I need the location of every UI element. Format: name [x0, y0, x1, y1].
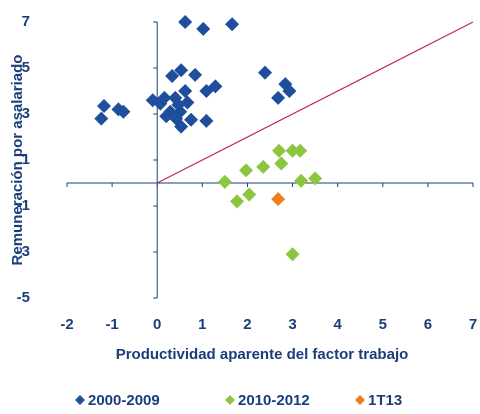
point [178, 84, 193, 98]
point [217, 174, 232, 189]
point [159, 109, 174, 124]
x-tick-label: 5 [379, 316, 387, 333]
point [271, 90, 286, 105]
legend-marker [225, 395, 235, 405]
x-tick-label: 0 [153, 316, 161, 333]
point [174, 119, 189, 134]
x-tick-label: 2 [243, 316, 251, 333]
y-tick-label: 7 [22, 13, 30, 30]
legend-marker [355, 395, 365, 405]
x-tick-label: 4 [333, 316, 342, 333]
x-tick-label: 3 [288, 316, 296, 333]
point [225, 17, 240, 32]
point [272, 143, 287, 158]
point [184, 112, 199, 127]
y-tick-label: -3 [17, 243, 30, 260]
point [188, 67, 203, 82]
point [178, 15, 193, 29]
point [96, 98, 111, 113]
point [196, 21, 211, 36]
point [116, 104, 131, 119]
legend-label: 1T13 [368, 392, 402, 409]
point [174, 63, 189, 78]
point [230, 194, 245, 209]
point [242, 187, 257, 202]
point [239, 163, 254, 178]
y-tick-label: -1 [17, 197, 30, 214]
y-tick-label: 1 [22, 151, 30, 168]
point [256, 159, 271, 174]
point [165, 69, 180, 84]
point [145, 93, 160, 108]
x-tick-label: -2 [60, 316, 73, 333]
x-tick-label: 7 [469, 316, 477, 333]
legend-marker [75, 395, 85, 405]
point [274, 156, 289, 171]
y-axis-label: Remuneración por asalariado [9, 55, 26, 266]
point [294, 173, 309, 188]
point [94, 111, 109, 126]
point [285, 247, 300, 262]
x-tick-label: 6 [424, 316, 432, 333]
point [271, 192, 286, 207]
x-tick-label: -1 [105, 316, 118, 333]
point [308, 171, 323, 186]
point [199, 84, 214, 98]
x-axis-label: Productividad aparente del factor trabaj… [116, 346, 409, 363]
point [258, 65, 273, 80]
y-tick-label: 3 [22, 105, 30, 122]
legend-label: 2010-2012 [238, 392, 310, 409]
legend-label: 2000-2009 [88, 392, 160, 409]
point [199, 113, 214, 128]
point [293, 143, 308, 158]
y-tick-label: -5 [17, 289, 30, 306]
point [180, 95, 195, 110]
point [282, 84, 297, 98]
reference-line [156, 21, 474, 184]
x-tick-label: 1 [198, 316, 206, 333]
point [285, 143, 300, 158]
y-tick-label: 5 [22, 59, 30, 76]
